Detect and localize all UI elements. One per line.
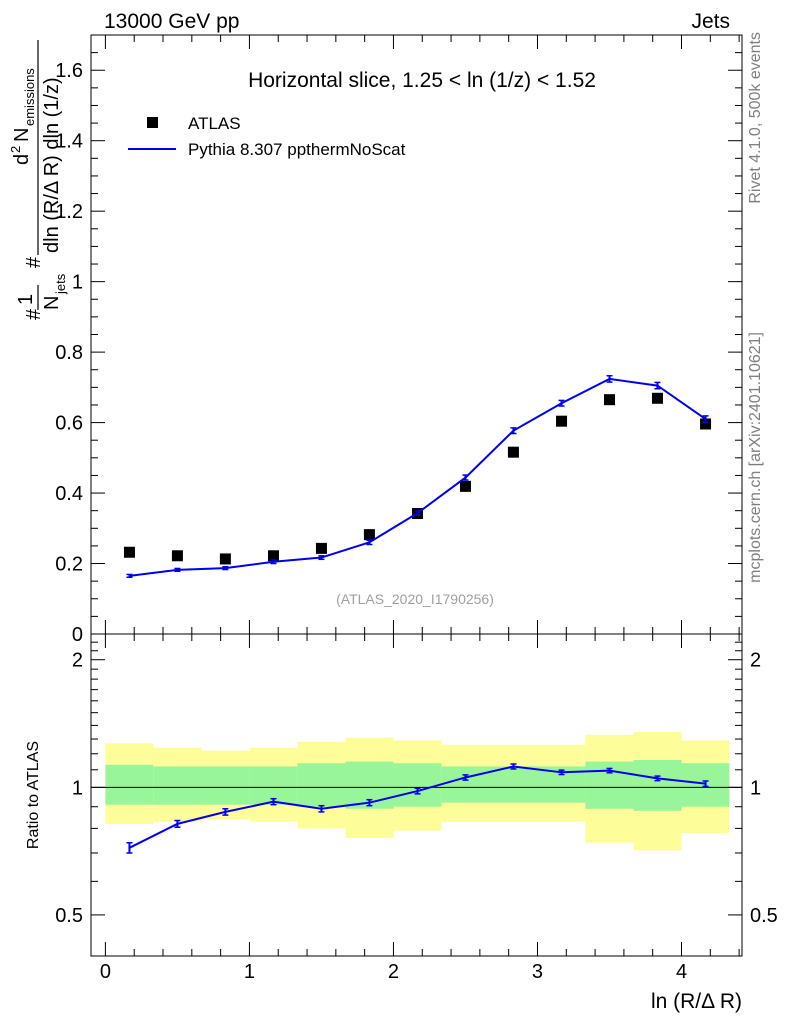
main-ytick-labels: 0 0.2 0.4 0.6 0.8 1 1.2 1.4 1.6 [55,60,83,646]
xtick-label: 2 [388,961,399,983]
main-ytick-label: 0.4 [55,483,83,505]
main-ytick-label: 1.2 [55,201,83,223]
xtick-label: 4 [676,961,687,983]
xtick-labels: 0 1 2 3 4 [100,961,687,983]
atlas-point [315,542,327,554]
atlas-point [507,446,519,458]
xtick-label: 1 [244,961,255,983]
ratio-ytick-label-right: 2 [750,650,761,672]
ylabel-hash2: # [23,256,45,268]
ylabel-num-sub: emissions [22,68,37,126]
inner-band-segment [441,766,490,803]
ylabel-denominator: dln (R/Δ R) dln (1/z) [41,77,63,253]
ratio-data-marks [126,763,709,854]
ratio-ytick-label-right: 1 [750,777,761,799]
ratio-ylabel: Ratio to ATLAS [25,741,42,849]
pythia-line [129,377,707,577]
chart-title: Horizontal slice, 1.25 < ln (1/z) < 1.52 [248,69,596,92]
ratio-ticks [91,633,742,957]
inner-band-segment [105,764,154,805]
main-ytick-label: 0.8 [55,342,83,364]
main-ytick-label: 1.4 [55,131,83,153]
ylabel-num-d: d [11,154,33,165]
inner-band-segment [633,760,682,811]
ratio-panel: 0.5 0.5 1 1 2 2 0 1 2 3 4 Ratio to ATLAS ln (R/Δ … [25,633,778,1013]
xlabel: ln (R/Δ R) [651,990,742,1013]
ratio-plot-frame [90,633,743,957]
xtick-label: 0 [100,961,111,983]
atlas-point [556,415,568,427]
atlas-point [459,480,471,492]
main-ytick-label: 0.2 [55,554,83,576]
inner-band-segment [201,766,250,805]
ratio-ytick-labels: 0.5 0.5 1 1 2 2 [55,650,778,927]
legend-atlas-label: ATLAS [188,114,241,133]
main-ylabel: # 1 N jets # d 2 N emissions dln (R/Δ R)… [8,40,68,320]
header-energy-label: 13000 GeV pp [104,10,239,33]
inner-band-segment [297,763,346,807]
main-ytick-label: 1 [72,272,83,294]
ylabel-njets-sub: jets [53,273,68,295]
ratio-ytick-label: 1 [72,777,83,799]
atlas-point [603,394,615,406]
ratio-ytick-label-right: 0.5 [750,905,778,927]
atlas-point [651,392,663,404]
inner-band-segment [153,766,202,805]
atlas-point [219,553,231,565]
atlas-point [123,546,135,558]
ratio-ytick-label: 0.5 [55,905,83,927]
inner-band-segment [489,766,538,803]
atlas-point [363,529,375,541]
legend-atlas-marker [147,117,158,128]
atlas-point [267,550,279,562]
ratio-ytick-label: 2 [72,650,83,672]
ylabel-num-sup: 2 [8,146,23,153]
header-jets-label: Jets [691,10,730,33]
ylabel-num-n: N [11,128,33,142]
xtick-label: 3 [532,961,543,983]
mcplots-source-label: mcplots.cern.ch [arXiv:2401.10621] [747,332,764,583]
legend: ATLAS Pythia 8.307 ppthermNoScat [128,114,406,159]
rivet-info-label: Rivet 4.1.0, 500k events [747,32,764,204]
ylabel-one: 1 [15,294,37,305]
main-ytick-label: 0 [72,624,83,646]
ylabel-hash1: # [23,308,45,320]
main-ytick-label: 0.6 [55,413,83,435]
main-panel: 0 0.2 0.4 0.6 0.8 1 1.2 1.4 1.6 Horizontal slice… [8,34,743,646]
analysis-watermark: (ATLAS_2020_I1790256) [336,591,494,607]
main-data-marks [123,374,712,579]
atlas-point [700,418,712,430]
inner-band-segment [393,763,442,807]
atlas-point [171,550,183,562]
main-ticks [91,34,742,635]
main-ytick-label: 1.6 [55,60,83,82]
legend-pythia-label: Pythia 8.307 ppthermNoScat [188,140,406,159]
ylabel-njets-n: N [41,296,63,310]
